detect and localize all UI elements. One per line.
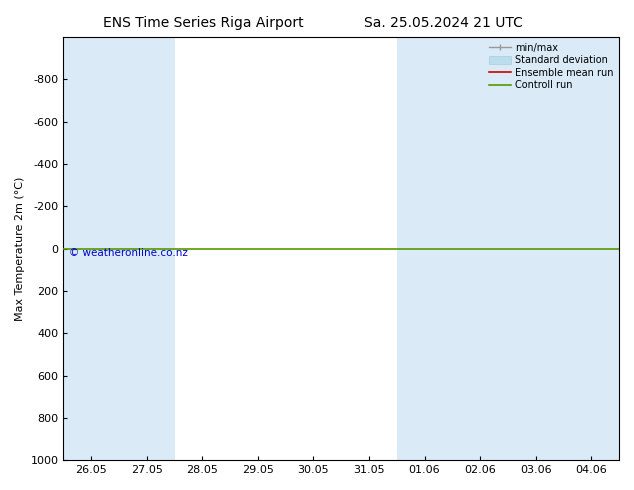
Bar [397, 37, 452, 460]
Bar [119, 37, 174, 460]
Bar [452, 37, 508, 460]
Text: ENS Time Series Riga Airport: ENS Time Series Riga Airport [103, 16, 303, 30]
Legend: min/max, Standard deviation, Ensemble mean run, Controll run: min/max, Standard deviation, Ensemble me… [486, 40, 616, 93]
Bar [564, 37, 619, 460]
Bar [63, 37, 119, 460]
Bar [508, 37, 564, 460]
Text: © weatheronline.co.nz: © weatheronline.co.nz [69, 248, 188, 258]
Text: Sa. 25.05.2024 21 UTC: Sa. 25.05.2024 21 UTC [365, 16, 523, 30]
Y-axis label: Max Temperature 2m (°C): Max Temperature 2m (°C) [15, 176, 25, 321]
